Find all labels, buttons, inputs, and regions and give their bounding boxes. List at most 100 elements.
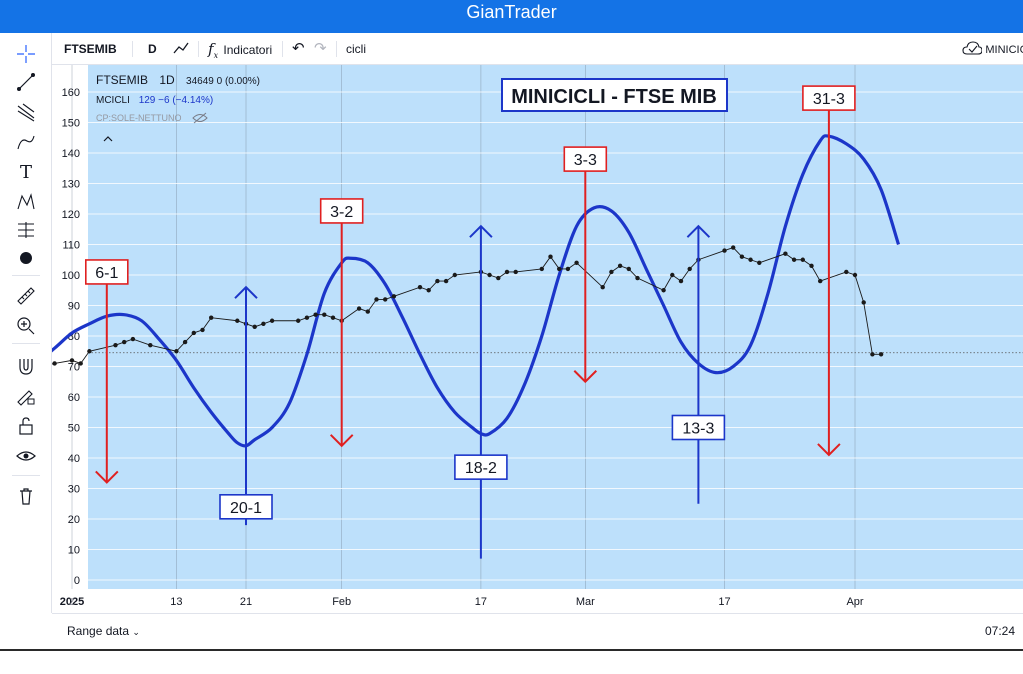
trend-line-icon[interactable] xyxy=(13,69,39,95)
price-point xyxy=(513,269,518,275)
x-tick-label: 13 xyxy=(170,596,182,608)
price-point xyxy=(113,342,118,348)
dot-icon[interactable] xyxy=(13,245,39,271)
legend-interval: 1D xyxy=(159,73,175,87)
price-point xyxy=(322,312,327,317)
eye-icon[interactable] xyxy=(13,443,39,469)
price-point xyxy=(635,275,640,281)
plot-background xyxy=(52,65,1023,613)
x-tick-label: Apr xyxy=(846,596,863,608)
price-point xyxy=(356,306,362,311)
crosshair-icon[interactable] xyxy=(13,41,39,67)
redo-icon[interactable]: ↷ xyxy=(314,40,327,57)
price-point xyxy=(800,257,805,262)
price-point xyxy=(78,361,83,366)
clock-time: 07:24 xyxy=(985,624,1016,638)
x-tick-label: Feb xyxy=(332,596,351,608)
layout-name-button[interactable]: cicli xyxy=(346,42,366,56)
chart-title: MINICICLI - FTSE MIB xyxy=(511,86,717,108)
price-point xyxy=(870,352,875,357)
price-point xyxy=(435,278,440,284)
drawing-toolbar: T xyxy=(0,33,52,613)
price-point xyxy=(452,272,457,278)
y-axis-panel xyxy=(52,65,88,613)
magnet-icon[interactable] xyxy=(13,353,39,379)
price-point xyxy=(844,269,849,275)
symbol-search-button[interactable]: FTSEMIB xyxy=(64,42,117,56)
price-point xyxy=(678,278,684,284)
x-tick-label: 17 xyxy=(718,596,730,608)
ruler-icon[interactable] xyxy=(13,283,39,309)
price-point xyxy=(626,266,631,272)
price-point xyxy=(200,327,205,333)
unlock-icon[interactable] xyxy=(13,413,39,439)
window-bottom-edge xyxy=(0,649,1023,674)
price-point xyxy=(757,260,762,265)
collapse-legend-icon[interactable] xyxy=(103,136,113,142)
legend-indicator-values: 129 −6 (−4.14%) xyxy=(139,95,214,106)
cloud-check-icon xyxy=(962,41,983,55)
cycle-label-box xyxy=(219,493,273,520)
text-icon[interactable]: T xyxy=(19,161,32,183)
app-title: GianTrader xyxy=(466,2,557,22)
price-point xyxy=(731,245,736,250)
trash-icon[interactable] xyxy=(13,483,39,509)
legend-hidden-indicator: CP:SOLE-NETTUNO xyxy=(96,113,182,123)
price-point xyxy=(739,254,745,259)
price-point xyxy=(235,318,240,323)
price-point xyxy=(374,297,379,302)
price-point xyxy=(87,349,92,354)
cycle-arrow-13-3: 13-3 xyxy=(671,224,726,504)
cycle-label: 20-1 xyxy=(230,500,262,517)
cycle-label-box xyxy=(84,259,129,285)
y-tick-label: 0 xyxy=(74,575,80,587)
price-point xyxy=(748,257,753,262)
y-tick-label: 150 xyxy=(62,118,80,130)
price-point xyxy=(52,361,57,366)
y-tick-label: 10 xyxy=(68,545,80,557)
timezone-icon[interactable]: Z xyxy=(69,597,75,607)
price-point xyxy=(722,248,727,253)
cycle-arrow-6-1: 6-1 xyxy=(84,259,129,484)
arrow-head xyxy=(573,370,598,384)
cycle-arrow-3-2: 3-2 xyxy=(319,198,364,448)
lock-pencil-icon[interactable] xyxy=(13,383,39,409)
y-tick-label: 120 xyxy=(62,209,80,221)
arrow-head xyxy=(817,443,841,457)
cycle-label: 18-2 xyxy=(465,460,497,477)
cycle-arrow-31-3: 31-3 xyxy=(802,85,856,457)
eye-slash-icon[interactable] xyxy=(192,112,208,124)
chart-type-button[interactable] xyxy=(172,33,190,65)
bottom-bar: Range data ⌄ 07:24 xyxy=(52,613,1023,649)
price-point xyxy=(182,339,188,345)
pattern-icon[interactable] xyxy=(13,189,39,215)
indicators-label: Indicatori xyxy=(223,43,273,57)
svg-text:FTSEMIB 1D 34649: FTSEMIB 1D 34649 0 (0.00%) xyxy=(96,73,260,87)
x-tick-label: 17 xyxy=(475,596,487,608)
price-point xyxy=(313,312,318,317)
price-point xyxy=(365,309,370,314)
measure-icon[interactable] xyxy=(13,217,39,243)
price-point xyxy=(861,300,866,305)
y-tick-label: 70 xyxy=(68,362,80,374)
cycle-arrow-3-3: 3-3 xyxy=(563,146,608,384)
price-point xyxy=(609,269,614,275)
y-tick-label: 50 xyxy=(68,423,80,435)
y-tick-label: 20 xyxy=(68,514,80,526)
save-layout-button[interactable]: MINICIC xyxy=(962,33,1023,65)
price-chart[interactable]: 0102030405060708090100110120130140150160… xyxy=(52,65,1023,613)
brush-icon[interactable] xyxy=(13,129,39,155)
price-point xyxy=(852,272,858,278)
cycle-label: 31-3 xyxy=(813,91,845,108)
indicators-button[interactable]: fx Indicatori xyxy=(208,33,272,65)
zoom-icon[interactable] xyxy=(13,313,39,339)
arrow-head xyxy=(95,470,119,484)
cycle-series-line xyxy=(52,134,901,448)
price-point xyxy=(496,275,501,281)
interval-button[interactable]: D xyxy=(148,42,157,56)
y-tick-label: 140 xyxy=(62,148,80,160)
range-button[interactable]: Range data ⌄ xyxy=(67,624,140,638)
undo-icon[interactable]: ↶ xyxy=(292,40,305,57)
fib-icon[interactable] xyxy=(13,99,39,125)
price-point xyxy=(69,358,75,363)
